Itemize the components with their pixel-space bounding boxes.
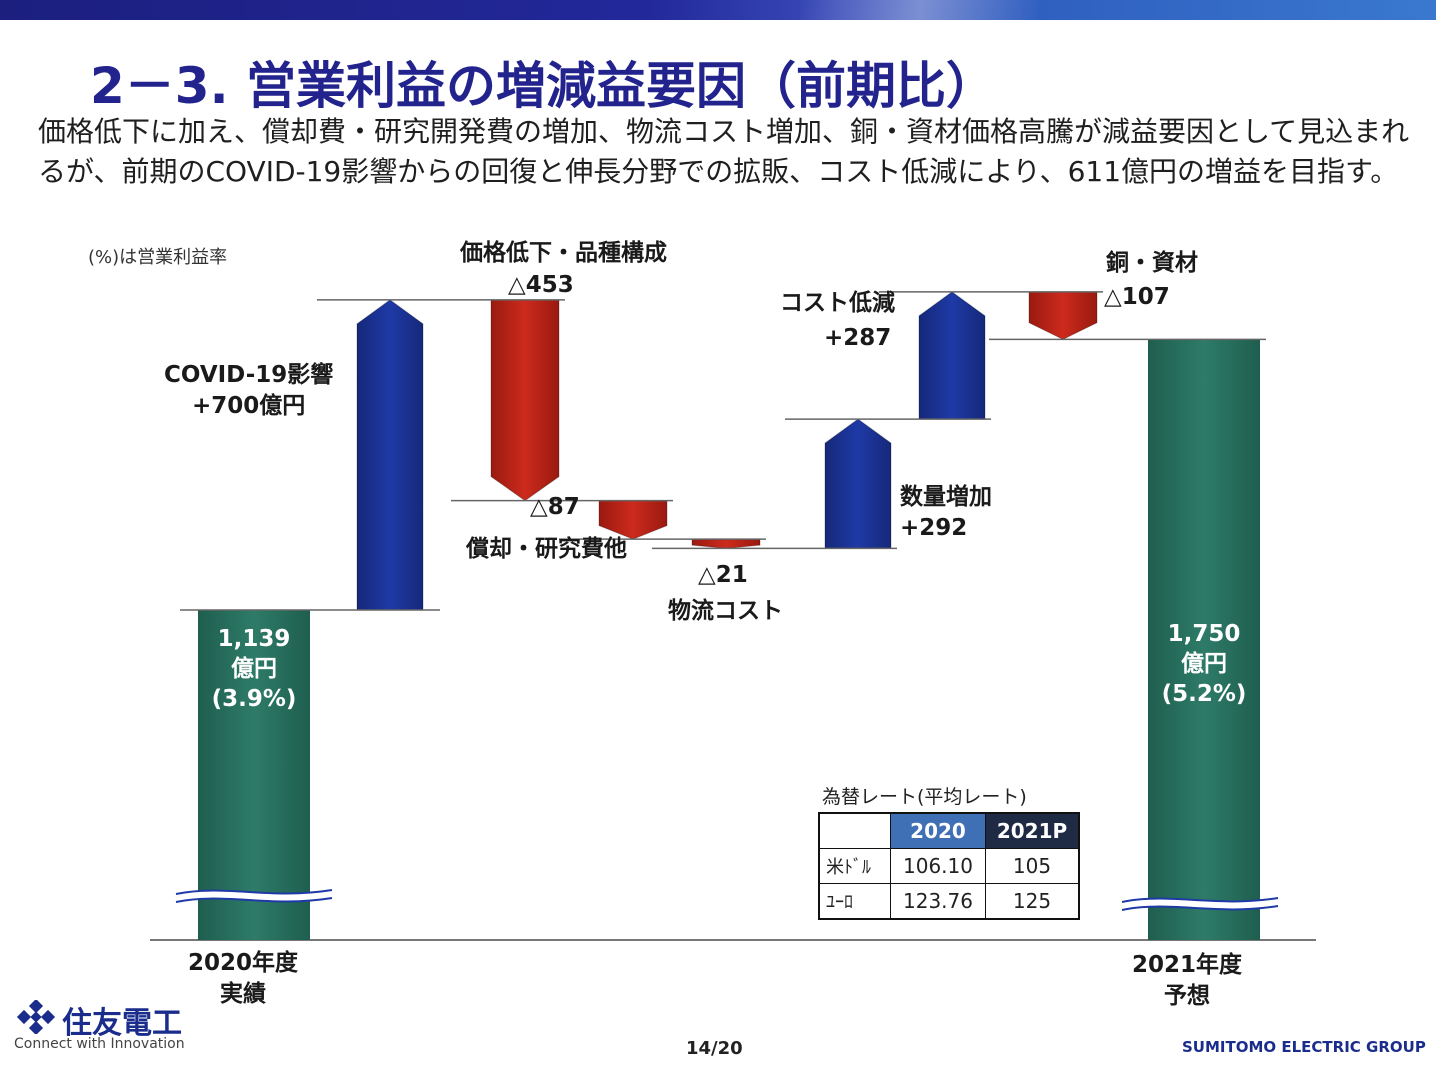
start-ratio: (3.9%) — [211, 686, 297, 712]
axis-break-2021-bottom — [1121, 905, 1279, 911]
end-value: 1,750 — [1167, 621, 1241, 648]
axis-label-2020-kind: 実績 — [220, 981, 266, 1007]
fx-currency-usd: 米ﾄﾞﾙ — [818, 848, 891, 884]
step-value-volume: +292 — [900, 515, 968, 541]
step-name-covid: COVID-19影響 — [164, 362, 334, 388]
end-ratio: (5.2%) — [1161, 681, 1247, 708]
fx-header-2020: 2020 — [890, 812, 986, 849]
fx-table-title: 為替レート(平均レート) — [822, 786, 1027, 808]
bar-step-7 — [1028, 291, 1098, 340]
top-banner — [0, 0, 1436, 20]
bar-start-2020 — [198, 610, 310, 940]
bar-step-1 — [356, 299, 424, 611]
fx-header-blank — [818, 812, 891, 849]
company-logo-icon — [16, 1000, 56, 1034]
start-value: 1,139 — [217, 626, 291, 652]
fx-header-2021p: 2021P — [985, 812, 1080, 849]
company-tagline: Connect with Innovation — [14, 1036, 185, 1052]
end-bar-label: 1,750 億円 (5.2%) — [1144, 619, 1264, 709]
step-label-covid: COVID-19影響 +700億円 — [164, 360, 333, 422]
step-value-cost: +287 — [824, 325, 892, 351]
axis-break-2021-top — [1121, 897, 1279, 903]
bar-step-5 — [824, 418, 892, 549]
fx-eur-2020: 123.76 — [890, 883, 986, 920]
step-value-depreciation: △87 — [530, 494, 580, 520]
step-label-volume: 数量増加 +292 — [900, 482, 992, 544]
step-value-logistics: △21 — [698, 562, 748, 588]
step-value-copper: △107 — [1104, 284, 1170, 310]
step-name-cost: コスト低減 — [780, 290, 895, 316]
step-name-copper: 銅・資材 — [1106, 250, 1198, 276]
axis-break-2021-gap — [1121, 897, 1279, 911]
axis-break-2020-gap — [175, 889, 333, 903]
axis-label-2020: 2020年度 実績 — [188, 948, 298, 1010]
axis-label-2021: 2021年度 予想 — [1132, 950, 1242, 1012]
start-unit: 億円 — [231, 656, 277, 682]
step-value-covid: +700億円 — [191, 393, 306, 419]
fx-usd-2020: 106.10 — [890, 848, 986, 884]
step-name-logistics: 物流コスト — [668, 598, 783, 624]
axis-label-2021-year: 2021年度 — [1132, 952, 1243, 978]
ratio-note: (%)は営業利益率 — [88, 247, 228, 268]
banner-highlight — [800, 0, 1040, 20]
step-name-depreciation: 償却・研究費他 — [466, 536, 627, 562]
group-name: SUMITOMO ELECTRIC GROUP — [1182, 1038, 1426, 1056]
company-name: 住友電工 — [62, 1006, 182, 1041]
bar-step-4 — [691, 538, 761, 549]
bar-step-2 — [490, 299, 560, 502]
step-value-price: △453 — [508, 272, 574, 298]
fx-row-usd: 米ﾄﾞﾙ 106.10 105 — [818, 848, 1080, 884]
step-name-price: 価格低下・品種構成 — [460, 240, 667, 266]
axis-label-2020-year: 2020年度 — [188, 950, 299, 976]
fx-eur-2021p: 125 — [985, 883, 1080, 920]
axis-break-2020-bottom — [175, 897, 333, 903]
slide-title: 2－3. 営業利益の増減益要因（前期比） — [90, 57, 996, 115]
fx-currency-eur: ﾕｰﾛ — [818, 883, 891, 920]
fx-rate-table: 2020 2021P 米ﾄﾞﾙ 106.10 105 ﾕｰﾛ 123.76 12… — [818, 812, 1080, 920]
bar-end-2021 — [1148, 339, 1260, 940]
axis-break-2020-top — [175, 889, 333, 895]
step-name-volume: 数量増加 — [900, 484, 992, 510]
slide-description: 価格低下に加え、償却費・研究開発費の増加、物流コスト増加、銅・資材価格高騰が減益… — [38, 115, 1410, 188]
axis-label-2021-kind: 予想 — [1164, 983, 1210, 1009]
bar-step-6 — [918, 291, 986, 420]
start-bar-label: 1,139 億円 (3.9%) — [194, 624, 314, 714]
page-number: 14/20 — [686, 1038, 743, 1059]
fx-header-row: 2020 2021P — [818, 812, 1080, 849]
end-unit: 億円 — [1181, 651, 1227, 678]
fx-row-eur: ﾕｰﾛ 123.76 125 — [818, 883, 1080, 920]
fx-usd-2021p: 105 — [985, 848, 1080, 884]
